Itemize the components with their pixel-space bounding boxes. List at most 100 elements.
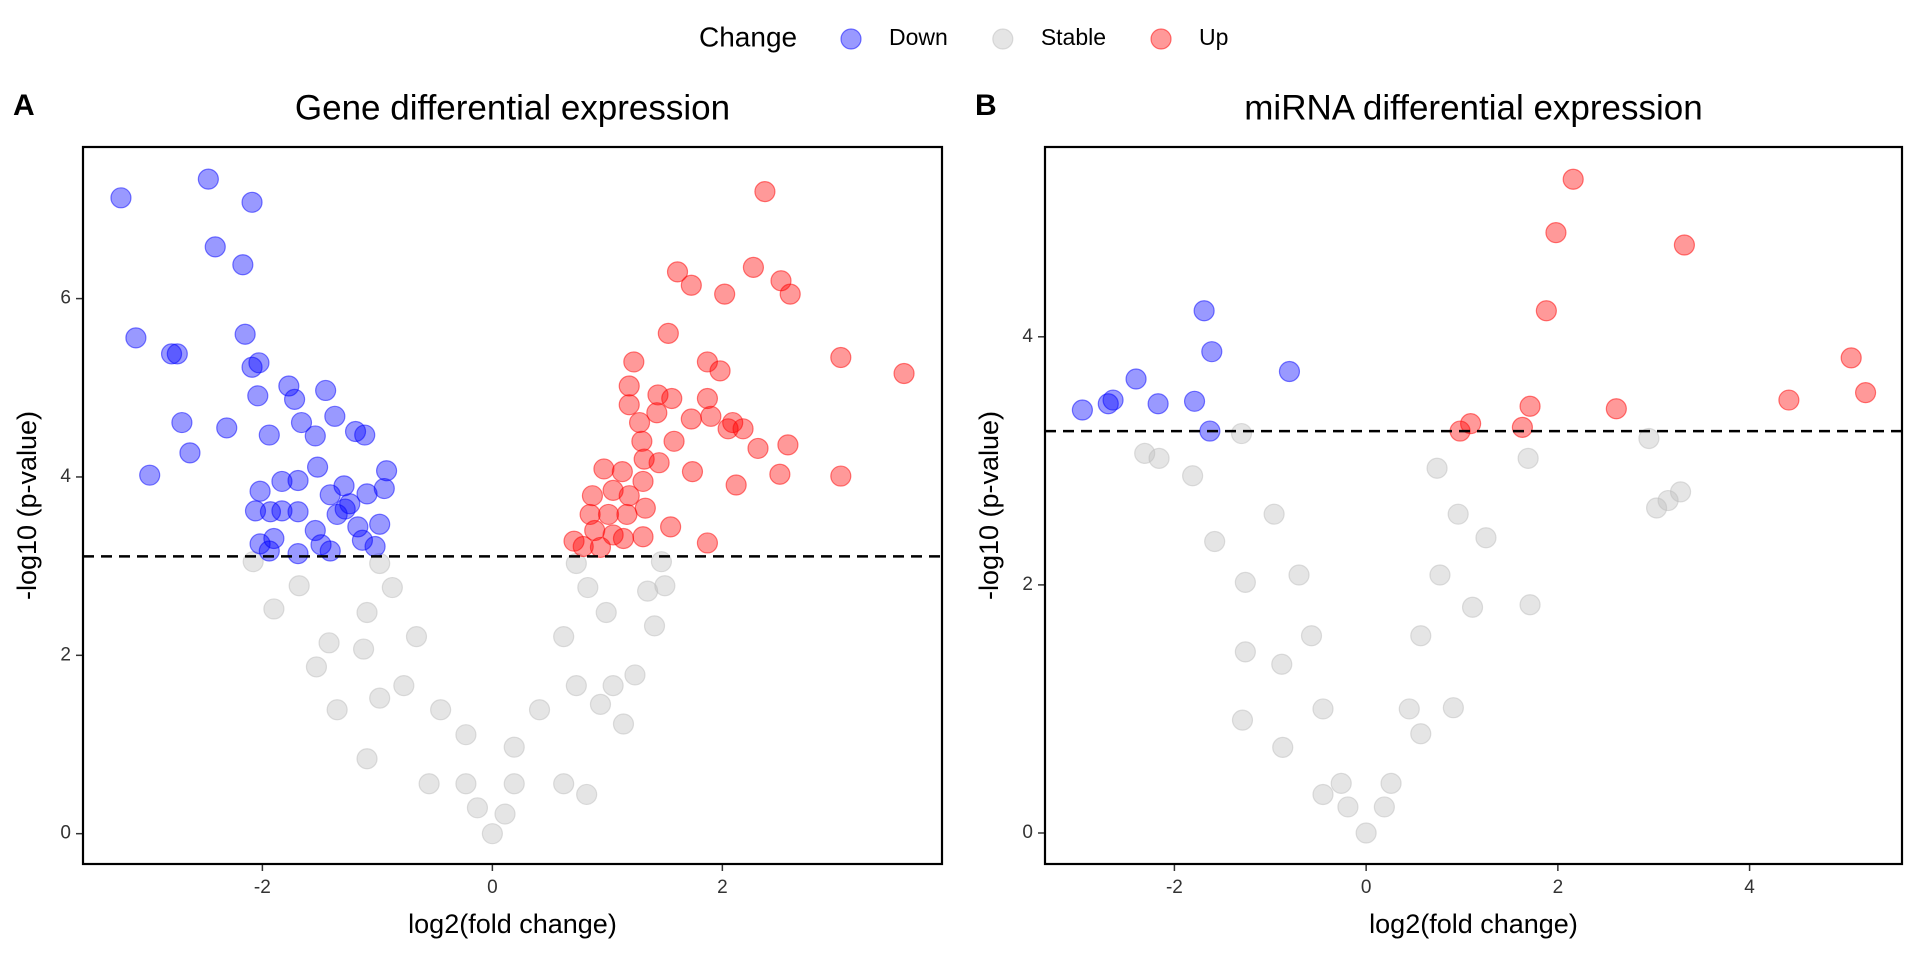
point — [1288, 564, 1310, 586]
point — [1263, 503, 1285, 525]
point — [1071, 399, 1093, 421]
x-axis-title: log2(fold change) — [408, 909, 617, 939]
point — [553, 625, 575, 648]
point — [1545, 221, 1567, 244]
point — [618, 485, 640, 507]
point — [455, 773, 477, 795]
point — [643, 615, 666, 637]
point — [418, 773, 440, 795]
point — [754, 180, 776, 203]
point — [589, 693, 612, 715]
point — [589, 536, 612, 559]
point — [709, 360, 731, 382]
point — [1442, 697, 1464, 719]
point — [290, 411, 313, 434]
point — [315, 379, 337, 402]
legend-key — [840, 28, 862, 50]
point — [271, 470, 293, 493]
y-tick-label: 0 — [60, 823, 71, 844]
point — [577, 576, 599, 599]
point — [657, 322, 679, 344]
point — [125, 327, 147, 349]
point — [1657, 489, 1679, 512]
point — [595, 601, 617, 624]
point — [288, 575, 310, 597]
point — [777, 434, 799, 456]
point — [725, 474, 747, 496]
point — [319, 484, 341, 506]
point — [632, 470, 654, 493]
point — [287, 501, 309, 523]
point — [306, 456, 329, 478]
point — [714, 283, 736, 305]
point — [1519, 594, 1541, 616]
point — [304, 519, 326, 542]
point — [700, 405, 722, 427]
y-tick-label: 0 — [1022, 822, 1033, 843]
x-tick-label: -2 — [1166, 877, 1183, 898]
point — [1193, 300, 1215, 322]
point — [680, 274, 702, 296]
point — [494, 803, 516, 825]
x-tick-label: 0 — [487, 877, 498, 898]
point — [660, 516, 682, 538]
point — [696, 351, 719, 373]
point — [732, 418, 754, 440]
point — [593, 458, 615, 480]
point — [631, 430, 653, 452]
point — [663, 430, 685, 452]
point — [160, 343, 183, 365]
plot-frame — [1043, 145, 1904, 866]
point — [1511, 416, 1533, 438]
point — [1638, 427, 1660, 450]
point — [830, 346, 852, 369]
x-axis-title: log2(fold change) — [1369, 909, 1578, 939]
point — [324, 405, 346, 427]
y-tick-label: 4 — [60, 466, 71, 487]
point — [1519, 395, 1541, 417]
point — [742, 256, 765, 278]
point — [1102, 389, 1124, 411]
point — [572, 535, 594, 558]
point — [1312, 783, 1334, 806]
point — [1204, 530, 1226, 553]
point — [263, 527, 285, 550]
point — [503, 736, 525, 758]
point — [1673, 234, 1695, 256]
point — [234, 323, 256, 345]
x-tick-label: 4 — [1744, 877, 1755, 898]
point — [648, 452, 670, 474]
legend-label: Down — [889, 24, 948, 50]
point — [369, 687, 391, 709]
panel: A Gene differential expression log2(fold c… — [12, 88, 944, 939]
plot-frame — [81, 145, 944, 866]
point — [680, 408, 702, 430]
point — [356, 748, 378, 770]
point — [1337, 796, 1359, 818]
point — [602, 479, 624, 501]
point — [375, 460, 398, 482]
point — [249, 480, 271, 502]
legend-title: Change — [699, 21, 797, 52]
point — [204, 236, 226, 258]
x-tick-label: -2 — [254, 877, 271, 898]
point — [179, 442, 201, 464]
point — [351, 529, 374, 551]
y-axis-title: -log10 (p-value) — [974, 411, 1004, 600]
y-axis-title: -log10 (p-value) — [12, 411, 42, 600]
x-tick-label: 0 — [1361, 877, 1372, 898]
point — [681, 461, 704, 483]
point — [287, 469, 309, 492]
point — [1183, 390, 1206, 412]
point — [1373, 796, 1395, 818]
point — [637, 580, 659, 602]
legend-label: Up — [1199, 24, 1228, 50]
point — [634, 497, 656, 519]
point — [244, 500, 267, 522]
point — [1201, 341, 1223, 363]
point — [1426, 457, 1448, 479]
point — [356, 483, 378, 505]
points — [110, 168, 915, 845]
point — [1278, 360, 1301, 383]
